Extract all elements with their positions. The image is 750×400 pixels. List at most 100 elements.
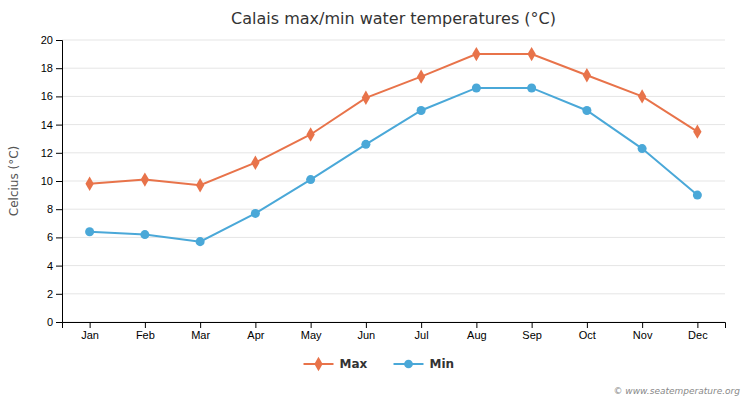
- x-tick-mark: [587, 322, 588, 328]
- x-tick-label: Apr: [247, 329, 264, 341]
- legend-marker: [314, 357, 322, 371]
- y-tick-mark: [56, 68, 62, 69]
- marker: [196, 178, 204, 192]
- x-tick-mark: [421, 322, 422, 328]
- marker: [306, 175, 315, 184]
- x-tick-label: Jul: [415, 329, 429, 341]
- y-tick-mark: [56, 40, 62, 41]
- y-tick-label: 4: [47, 260, 53, 272]
- x-tick: Apr: [247, 322, 264, 341]
- y-tick: 16: [41, 90, 62, 102]
- y-tick: 4: [47, 260, 62, 272]
- grid-line: [62, 265, 725, 266]
- x-tick: Nov: [633, 322, 653, 341]
- chart-svg: 02468101214161820JanFebMarAprMayJunJulAu…: [0, 0, 750, 400]
- marker: [527, 47, 535, 61]
- y-tick-mark: [56, 96, 62, 97]
- x-tick: Dec: [688, 322, 708, 341]
- x-tick-label: Jun: [358, 329, 376, 341]
- marker: [472, 83, 481, 92]
- marker: [583, 68, 591, 82]
- series: [85, 47, 701, 193]
- y-tick: 12: [41, 147, 62, 159]
- marker: [251, 209, 260, 218]
- x-tick: Oct: [579, 322, 596, 341]
- x-tick-label: Nov: [633, 329, 653, 341]
- y-tick-label: 20: [41, 34, 53, 46]
- marker: [85, 227, 94, 236]
- y-tick-label: 6: [47, 231, 53, 243]
- x-tick-label: Sep: [522, 329, 542, 341]
- y-tick: 2: [47, 288, 62, 300]
- x-tick-mark: [366, 322, 367, 328]
- x-tick: Mar: [191, 322, 210, 341]
- marker: [417, 69, 425, 83]
- series-line: [90, 88, 698, 242]
- x-tick-mark: [311, 322, 312, 328]
- x-tick-mark: [255, 322, 256, 328]
- x-tick-label: Oct: [579, 329, 596, 341]
- x-tick: Jul: [415, 322, 429, 341]
- marker: [251, 155, 259, 169]
- marker: [196, 237, 205, 246]
- y-tick-label: 14: [41, 119, 53, 131]
- grid-line: [62, 152, 725, 153]
- marker: [417, 106, 426, 115]
- x-tick: Sep: [522, 322, 542, 341]
- y-tick-label: 18: [41, 62, 53, 74]
- y-tick-mark: [56, 125, 62, 126]
- marker: [582, 106, 591, 115]
- y-tick-mark: [56, 181, 62, 182]
- y-axis: 0 2 4 6 8 10 12 14 16 18 20: [41, 34, 63, 328]
- x-tick-mark: [90, 322, 91, 328]
- grid-line: [62, 124, 725, 125]
- legend: MaxMin: [304, 357, 455, 371]
- y-tick-label: 10: [41, 175, 53, 187]
- title: Calais max/min water temperatures (°C): [231, 9, 556, 28]
- x-tick-label: Mar: [191, 329, 210, 341]
- x-tick: Jun: [358, 322, 376, 341]
- x-axis: JanFebMarAprMayJunJulAugSepOctNovDec: [63, 322, 726, 341]
- y-tick-mark: [56, 209, 62, 210]
- legend-label: Min: [430, 357, 455, 371]
- plot-area: 02468101214161820JanFebMarAprMayJunJulAu…: [41, 34, 726, 341]
- marker: [362, 91, 370, 105]
- x-tick-mark: [697, 322, 698, 328]
- marker: [141, 172, 149, 186]
- grid-line: [62, 293, 725, 294]
- x-tick: Jan: [81, 322, 99, 341]
- grid-line: [62, 40, 725, 41]
- y-tick-label: 8: [47, 203, 53, 215]
- x-tick-mark: [532, 322, 533, 328]
- x-tick-mark: [145, 322, 146, 328]
- y-tick-mark: [56, 237, 62, 238]
- x-tick-mark: [200, 322, 201, 328]
- marker: [306, 127, 314, 141]
- y-tick-mark: [56, 266, 62, 267]
- y-axis-line: [56, 41, 63, 323]
- y-tick-mark: [56, 322, 62, 323]
- grid-line: [62, 68, 725, 69]
- y-tick: 10: [41, 175, 62, 187]
- x-axis-line: [63, 323, 726, 329]
- watermark: © www.seatemperature.org: [613, 386, 740, 396]
- x-tick-label: Dec: [688, 329, 708, 341]
- y-tick-label: 2: [47, 288, 53, 300]
- legend-item: Min: [394, 357, 455, 371]
- marker: [85, 177, 93, 191]
- y-tick: 6: [47, 231, 62, 243]
- marker: [140, 230, 149, 239]
- marker: [638, 144, 647, 153]
- x-tick-label: May: [301, 329, 322, 341]
- marker: [638, 89, 646, 103]
- marker: [527, 83, 536, 92]
- y-tick-mark: [56, 294, 62, 295]
- y-tick: 0: [47, 316, 62, 328]
- grid: [62, 40, 725, 322]
- x-tick: Feb: [136, 322, 155, 341]
- y-tick: 18: [41, 62, 62, 74]
- y-axis-title: Celcius (°C): [7, 146, 21, 216]
- marker: [361, 140, 370, 149]
- x-tick-label: Feb: [136, 329, 155, 341]
- marks: [85, 47, 702, 246]
